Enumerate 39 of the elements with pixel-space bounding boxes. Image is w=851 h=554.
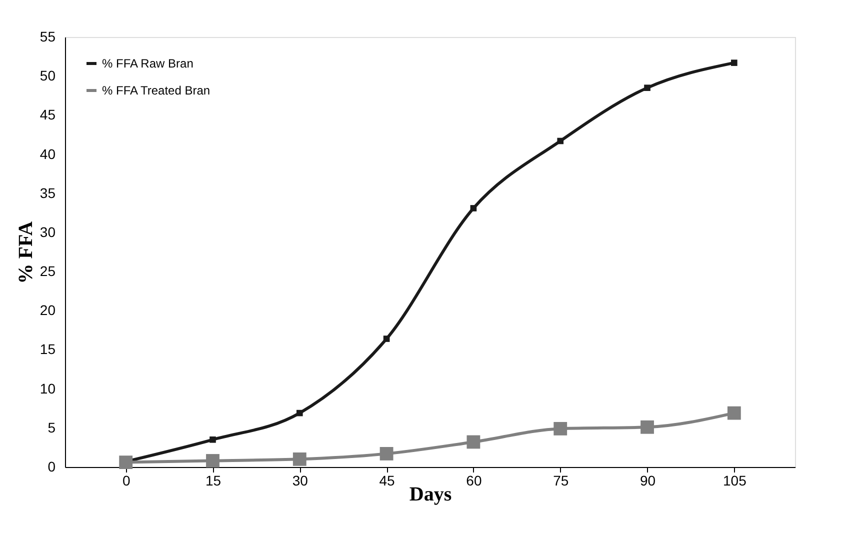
- y-tick-label: 55: [40, 28, 56, 44]
- point: [727, 406, 741, 420]
- y-tick-label: 45: [40, 106, 56, 123]
- y-tick-label: 20: [40, 302, 56, 318]
- y-tick-label: 30: [40, 224, 56, 240]
- x-tick-label: 30: [292, 472, 308, 488]
- x-tick-label: 105: [722, 472, 747, 488]
- point: [210, 436, 216, 443]
- x-tick-label: 45: [379, 472, 396, 488]
- point: [644, 84, 650, 91]
- y-tick-label: 50: [40, 68, 56, 84]
- y-tick-label: 40: [40, 146, 56, 162]
- point: [731, 60, 738, 66]
- y-tick-label: 0: [48, 458, 56, 474]
- point: [296, 410, 303, 416]
- point: [383, 336, 390, 342]
- y-axis-title: % FFA: [14, 220, 37, 284]
- legend-label: % FFA Raw Bran: [102, 56, 194, 70]
- point: [292, 452, 306, 466]
- x-tick-label: 0: [122, 472, 130, 488]
- point: [380, 447, 394, 460]
- y-tick-label: 35: [40, 184, 56, 201]
- point: [554, 422, 568, 436]
- point: [206, 454, 220, 468]
- x-tick-label: 90: [640, 472, 656, 488]
- x-axis-title: Days: [409, 484, 452, 506]
- point: [557, 138, 564, 144]
- point: [119, 456, 133, 470]
- y-tick-label: 25: [40, 263, 56, 280]
- point: [470, 205, 477, 212]
- y-tick-label: 15: [40, 341, 56, 358]
- y-tick-label: 5: [48, 419, 56, 436]
- point: [466, 435, 480, 449]
- legend-label: % FFA Treated Bran: [102, 84, 210, 98]
- y-tick-label: 10: [40, 380, 56, 396]
- x-tick-label: 60: [466, 472, 482, 488]
- point: [640, 420, 654, 434]
- x-tick-label: 15: [205, 472, 222, 488]
- x-tick-label: 75: [553, 472, 569, 488]
